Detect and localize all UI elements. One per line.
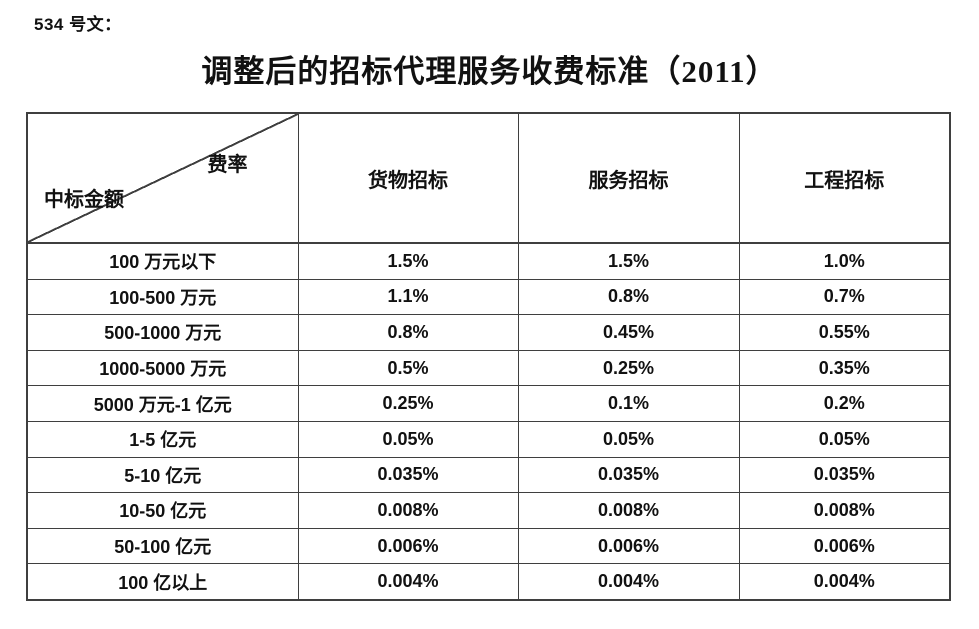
table-row: 50-100 亿元 0.006% 0.006% 0.006% <box>26 527 951 565</box>
value-cell: 0.25% <box>297 385 519 422</box>
table-row: 1000-5000 万元 0.5% 0.25% 0.35% <box>26 349 951 387</box>
row-label-cell: 5-10 亿元 <box>26 456 299 494</box>
fee-table-header: 费率 中标金额 货物招标 服务招标 工程招标 <box>26 112 951 244</box>
corner-cell: 费率 中标金额 <box>26 112 299 244</box>
value-cell: 0.05% <box>738 420 951 458</box>
value-cell: 0.05% <box>517 420 740 458</box>
row-label-cell: 1-5 亿元 <box>26 420 299 458</box>
table-row: 100 亿以上 0.004% 0.004% 0.004% <box>26 563 951 601</box>
row-label-cell: 10-50 亿元 <box>26 492 299 529</box>
table-row: 10-50 亿元 0.008% 0.008% 0.008% <box>26 492 951 529</box>
table-row: 5-10 亿元 0.035% 0.035% 0.035% <box>26 456 951 494</box>
doc-number: 534 号文： <box>34 15 122 34</box>
value-cell: 0.006% <box>517 527 740 565</box>
table-row: 500-1000 万元 0.8% 0.45% 0.55% <box>26 314 951 351</box>
value-cell: 0.8% <box>517 278 740 316</box>
table-row: 5000 万元-1 亿元 0.25% 0.1% 0.2% <box>26 385 951 422</box>
column-header-goods: 货物招标 <box>297 112 519 244</box>
value-cell: 0.55% <box>738 314 951 351</box>
value-cell: 1.5% <box>297 242 519 280</box>
column-header-engineering: 工程招标 <box>738 112 951 244</box>
table-row: 1-5 亿元 0.05% 0.05% 0.05% <box>26 420 951 458</box>
value-cell: 0.004% <box>517 563 740 601</box>
column-header-services: 服务招标 <box>517 112 740 244</box>
page-title: 调整后的招标代理服务收费标准（2011） <box>201 54 778 89</box>
corner-label-amount: 中标金额 <box>44 189 124 211</box>
value-cell: 0.5% <box>297 349 519 387</box>
row-label-cell: 100-500 万元 <box>26 278 299 316</box>
value-cell: 0.8% <box>297 314 519 351</box>
value-cell: 0.035% <box>297 456 519 494</box>
fee-table-body: 100 万元以下 1.5% 1.5% 1.0% 100-500 万元 1.1% 0.8% 0.… <box>26 242 951 601</box>
value-cell: 0.05% <box>297 420 519 458</box>
value-cell: 1.5% <box>517 242 740 280</box>
table-row: 100 万元以下 1.5% 1.5% 1.0% <box>26 242 951 280</box>
value-cell: 1.0% <box>738 242 951 280</box>
value-cell: 0.008% <box>517 492 740 529</box>
row-label-cell: 100 万元以下 <box>26 242 299 280</box>
fee-table: 费率 中标金额 货物招标 服务招标 工程招标 100 万元以下 1.5% 1.5% 1… <box>26 112 951 601</box>
value-cell: 0.035% <box>738 456 951 494</box>
value-cell: 0.45% <box>517 314 740 351</box>
row-label-cell: 500-1000 万元 <box>26 314 299 351</box>
value-cell: 0.004% <box>738 563 951 601</box>
value-cell: 0.006% <box>738 527 951 565</box>
value-cell: 0.035% <box>517 456 740 494</box>
value-cell: 0.35% <box>738 349 951 387</box>
value-cell: 0.008% <box>738 492 951 529</box>
value-cell: 0.004% <box>297 563 519 601</box>
value-cell: 0.006% <box>297 527 519 565</box>
value-cell: 0.25% <box>517 349 740 387</box>
corner-label-rate: 费率 <box>207 154 248 176</box>
table-row: 100-500 万元 1.1% 0.8% 0.7% <box>26 278 951 316</box>
row-label-cell: 100 亿以上 <box>26 563 299 601</box>
value-cell: 0.2% <box>738 385 951 422</box>
value-cell: 0.008% <box>297 492 519 529</box>
row-label-cell: 1000-5000 万元 <box>26 349 299 387</box>
row-label-cell: 5000 万元-1 亿元 <box>26 385 299 422</box>
row-label-cell: 50-100 亿元 <box>26 527 299 565</box>
header-row: 费率 中标金额 货物招标 服务招标 工程招标 <box>26 112 951 244</box>
value-cell: 1.1% <box>297 278 519 316</box>
value-cell: 0.1% <box>517 385 740 422</box>
value-cell: 0.7% <box>738 278 951 316</box>
